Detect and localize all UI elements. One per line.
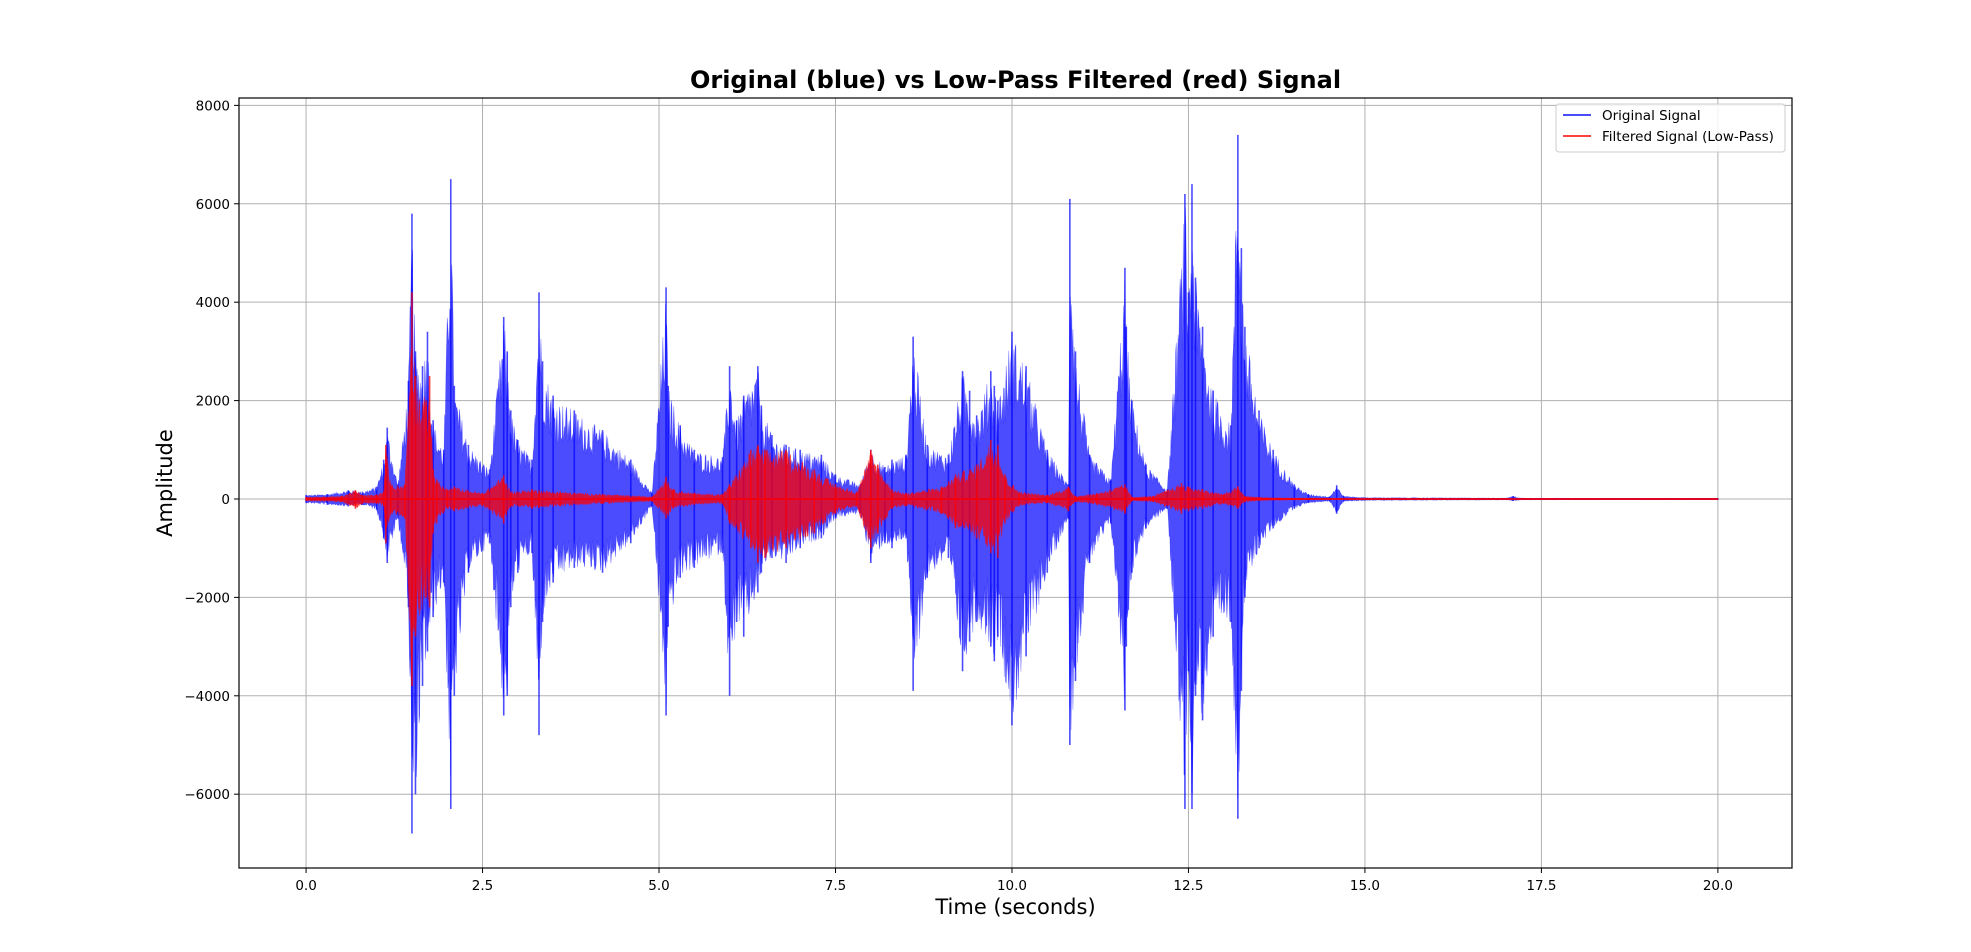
legend-label-original: Original Signal xyxy=(1602,108,1701,124)
x-tick-label: 15.0 xyxy=(1350,878,1380,894)
y-axis: −6000 −4000 −2000 0 2000 4000 6000 8000 xyxy=(184,98,239,803)
y-tick-label: 8000 xyxy=(196,98,230,114)
x-tick-label: 12.5 xyxy=(1173,878,1203,894)
x-tick-label: 20.0 xyxy=(1703,878,1733,894)
x-tick-label: 10.0 xyxy=(997,878,1027,894)
x-axis-label: Time (seconds) xyxy=(934,895,1095,919)
y-axis-label: Amplitude xyxy=(153,429,177,537)
series-area xyxy=(305,134,1719,834)
y-tick-label: 2000 xyxy=(196,394,230,410)
x-tick-label: 0.0 xyxy=(295,878,316,894)
x-tick-label: 5.0 xyxy=(648,878,669,894)
x-tick-label: 7.5 xyxy=(825,878,846,894)
y-tick-label: −2000 xyxy=(184,590,230,606)
x-axis: 0.0 2.5 5.0 7.5 10.0 12.5 15.0 17.5 20.0 xyxy=(295,868,1733,894)
plot-frame xyxy=(238,97,1793,869)
chart-title: Original (blue) vs Low-Pass Filtered (re… xyxy=(690,66,1341,94)
legend-box xyxy=(1555,103,1786,153)
legend: Original Signal Filtered Signal (Low-Pas… xyxy=(1555,103,1786,153)
y-tick-label: 0 xyxy=(221,492,230,508)
x-tick-label: 2.5 xyxy=(472,878,493,894)
x-tick-label: 17.5 xyxy=(1526,878,1556,894)
y-tick-label: −4000 xyxy=(184,689,230,705)
y-tick-label: −6000 xyxy=(184,787,230,803)
legend-label-filtered: Filtered Signal (Low-Pass) xyxy=(1602,129,1774,145)
y-tick-label: 4000 xyxy=(196,295,230,311)
y-tick-label: 6000 xyxy=(196,197,230,213)
